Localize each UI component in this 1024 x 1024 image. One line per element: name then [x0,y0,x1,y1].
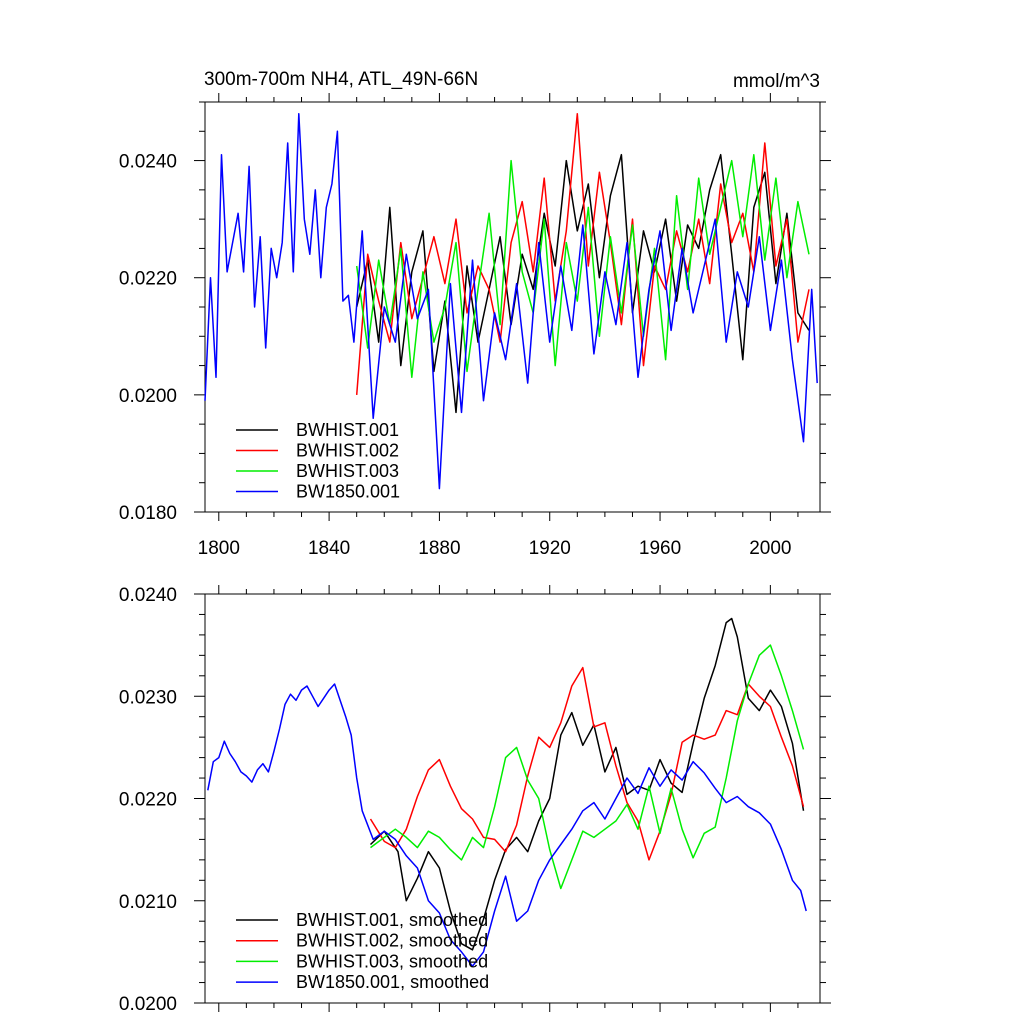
y-tick-label: 0.0230 [119,687,177,708]
chart-title: 300m-700m NH4, ATL_49N-66N [204,69,478,90]
series-line-bwhist-003-smoothed [370,644,805,890]
y-tick-label: 0.0240 [119,152,177,173]
legend-label: BW1850.001, smoothed [296,972,489,992]
legend-label: BWHIST.002 [296,441,399,461]
legend-label: BW1850.001 [296,482,400,502]
x-tick-label: 1920 [529,538,571,559]
series-line-bwhist-002 [355,112,810,395]
legend-label: BWHIST.003 [296,461,399,481]
x-tick-label: 2000 [749,538,791,559]
legend-label: BWHIST.003, smoothed [296,951,488,971]
legend-label: BWHIST.001, smoothed [296,910,488,930]
y-tick-label: 0.0220 [119,790,177,811]
y-tick-label: 0.0240 [119,585,177,606]
y-tick-label: 0.0220 [119,269,177,290]
y-tick-label: 0.0200 [119,386,177,407]
legend-label: BWHIST.001 [296,420,399,440]
x-tick-label: 1880 [418,538,460,559]
x-tick-label: 1840 [308,538,350,559]
series-line-bwhist-003 [355,153,810,379]
bottom-panel: 0.0200 0.0210 0.0220 0.0230 0.0240 BWHIST.001… [119,585,831,1015]
y-tick-label: 0.0200 [119,994,177,1015]
legend-label: BWHIST.002, smoothed [296,931,488,951]
y-tick-label: 0.0210 [119,892,177,913]
series-line-bw1850-001 [204,112,818,490]
series-line-bw1850-001-smoothed [207,683,807,967]
x-tick-label: 1800 [198,538,240,559]
y-tick-label: 0.0180 [119,503,177,524]
units-label: mmol/m^3 [733,71,820,92]
series-line-bwhist-002-smoothed [369,666,805,861]
top-panel: 1800 1840 1880 1920 1960 2000 0.0180 0.0200 0.02… [119,93,831,559]
series-line-bwhist-001-smoothed [369,617,805,951]
x-tick-label: 1960 [639,538,681,559]
